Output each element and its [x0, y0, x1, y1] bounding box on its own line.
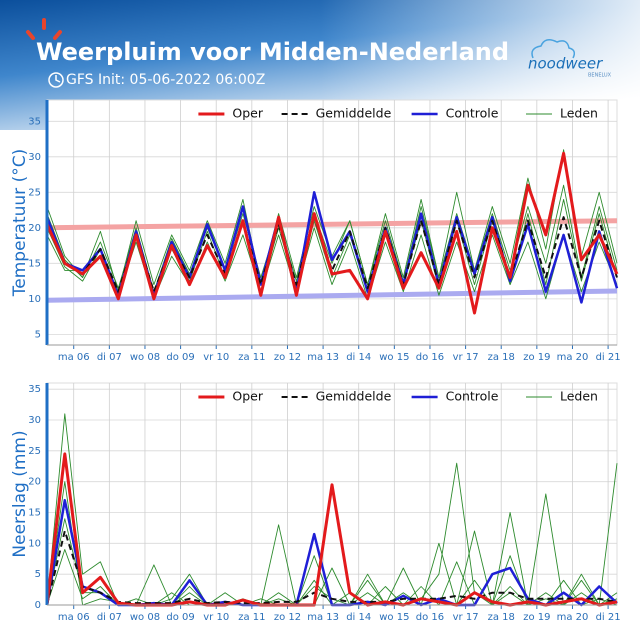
x-tick-label: za 11	[238, 352, 265, 363]
x-tick-label: wo 15	[379, 612, 409, 623]
clock-icon	[48, 72, 64, 88]
y-tick-label: 15	[28, 258, 41, 269]
y-tick-label: 25	[28, 446, 41, 457]
x-tick-label: di 21	[596, 612, 621, 623]
x-tick-label: do 16	[416, 352, 444, 363]
y-tick-label: 20	[28, 477, 41, 488]
x-tick-label: zo 19	[523, 612, 550, 623]
x-tick-label: vr 10	[203, 612, 229, 623]
x-tick-label: di 14	[346, 352, 371, 363]
y-axis-label: Temperatuur (°C)	[10, 149, 30, 297]
x-tick-label: za 11	[238, 612, 265, 623]
x-tick-label: za 18	[488, 612, 515, 623]
y-tick-label: 35	[28, 116, 41, 127]
y-tick-label: 5	[35, 329, 41, 340]
series-line	[46, 530, 618, 606]
logo-cloud	[531, 39, 576, 59]
y-tick-label: 20	[28, 223, 41, 234]
legend-label: Oper	[232, 106, 263, 121]
y-tick-label: 10	[28, 294, 41, 305]
x-tick-label: zo 12	[274, 612, 301, 623]
series-line	[46, 288, 618, 303]
logo-sub: BENELUX	[588, 73, 612, 79]
x-tick-label: ma 06	[58, 352, 90, 363]
x-tick-label: ma 20	[557, 352, 589, 363]
legend-label: Leden	[560, 389, 598, 404]
x-tick-label: di 07	[97, 352, 122, 363]
title: Weerpluim voor Midden-Nederland	[36, 38, 509, 66]
y-tick-label: 35	[28, 384, 41, 395]
subtitle: GFS Init: 05-06-2022 06:00Z	[66, 72, 265, 88]
y-tick-label: 5	[35, 569, 41, 580]
x-tick-label: ma 13	[307, 352, 339, 363]
x-tick-label: di 14	[346, 612, 371, 623]
y-tick-label: 0	[35, 600, 41, 611]
legend-label: Oper	[232, 389, 263, 404]
x-tick-label: di 21	[596, 352, 621, 363]
x-tick-label: do 16	[416, 612, 444, 623]
x-tick-label: wo 15	[379, 352, 409, 363]
y-axis-label: Neerslag (mm)	[10, 430, 30, 557]
legend-label: Controle	[446, 389, 499, 404]
logo: noodweer	[528, 55, 603, 73]
y-tick-label: 25	[28, 187, 41, 198]
series-line	[45, 151, 619, 315]
series-line	[46, 463, 618, 606]
x-tick-label: di 07	[97, 612, 122, 623]
x-tick-label: vr 17	[453, 352, 479, 363]
x-tick-label: zo 19	[523, 352, 550, 363]
y-tick-label: 30	[28, 152, 41, 163]
legend-label: Gemiddelde	[316, 106, 392, 121]
x-tick-label: wo 08	[130, 612, 160, 623]
x-tick-label: zo 12	[274, 352, 301, 363]
legend-label: Leden	[560, 106, 598, 121]
x-tick-label: do 09	[166, 612, 194, 623]
x-tick-label: vr 17	[453, 612, 479, 623]
x-tick-label: ma 13	[307, 612, 339, 623]
series-line	[46, 216, 618, 293]
x-tick-label: do 09	[166, 352, 194, 363]
legend-label: Gemiddelde	[316, 389, 392, 404]
x-tick-label: ma 06	[58, 612, 90, 623]
x-tick-label: za 18	[488, 352, 515, 363]
y-tick-label: 15	[28, 508, 41, 519]
y-tick-label: 10	[28, 538, 41, 549]
logo-rays	[26, 18, 62, 40]
legend-label: Controle	[446, 106, 499, 121]
x-tick-label: ma 20	[557, 612, 589, 623]
y-tick-label: 30	[28, 415, 41, 426]
x-tick-label: wo 08	[130, 352, 160, 363]
x-tick-label: vr 10	[203, 352, 229, 363]
